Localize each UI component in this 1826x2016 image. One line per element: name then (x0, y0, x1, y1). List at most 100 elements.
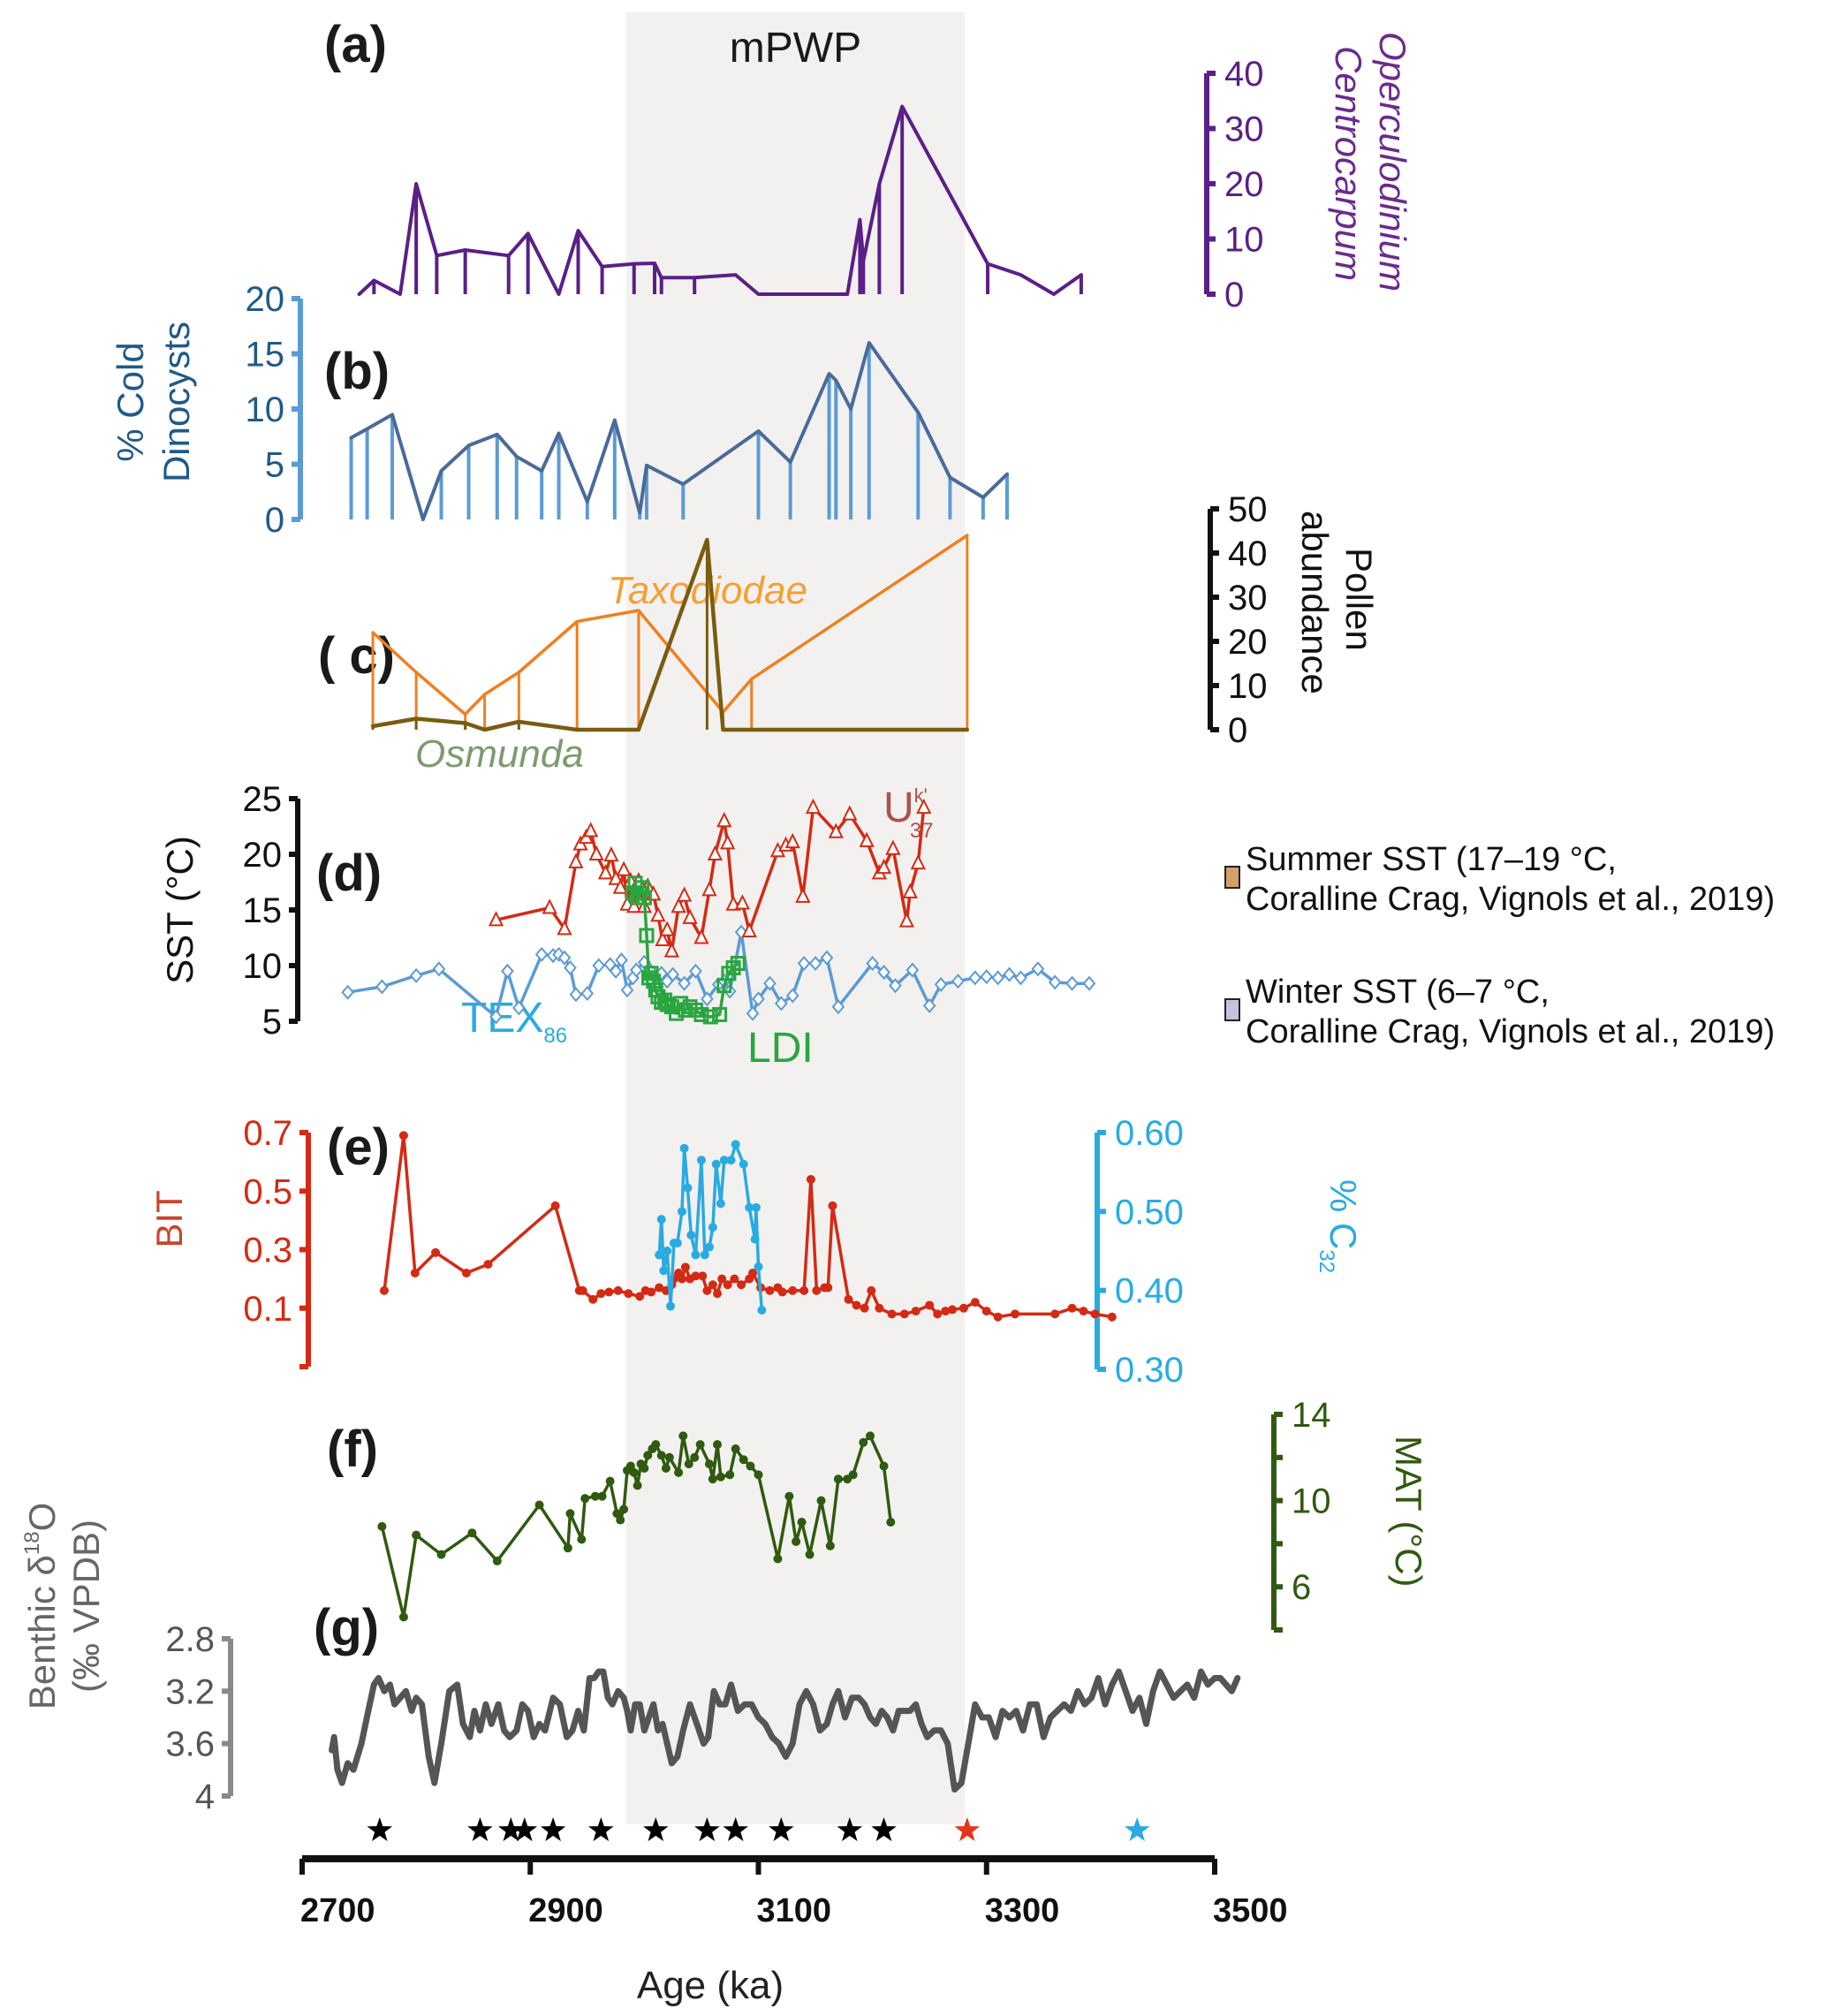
legend-winter-line2: Coralline Crag, Vignols et al., 2019) (1246, 1013, 1775, 1050)
panel-d-marker-uk37 (707, 845, 724, 860)
panel-d-marker-uk37 (716, 811, 732, 828)
panel-f-marker-mat (704, 1459, 714, 1469)
panel-d-marker-ldi (730, 955, 746, 971)
panel-d-marker-uk37 (916, 798, 932, 815)
panel-e-left-ylabel: BIT (148, 1190, 190, 1247)
panel-d-marker-uk37 (659, 921, 675, 936)
panel-f-marker-mat (708, 1474, 717, 1484)
panel-label-a: (a) (324, 16, 387, 73)
panel-f-tick-label: 6 (1292, 1568, 1311, 1607)
panel-d-marker-tex86 (341, 984, 354, 1000)
panel-e-left-tick-label: 0.1 (243, 1290, 292, 1329)
panel-d-marker-tex86 (905, 962, 920, 978)
panel-f-marker-mat (651, 1440, 661, 1450)
panel-d-marker-tex86 (557, 950, 572, 966)
panel-f-marker-mat (619, 1504, 629, 1514)
panel-e-marker-bit (483, 1260, 493, 1269)
panel-g-tick-label: 3.2 (165, 1672, 215, 1711)
panel-e-marker-bit (958, 1303, 968, 1313)
panel-d-marker-uk37 (828, 822, 844, 838)
panel-d-marker-tex86 (592, 958, 606, 974)
tex86-label-sub: 86 (543, 1024, 567, 1048)
panel-f-marker-mat (640, 1464, 649, 1473)
panel-d-marker-tex86 (630, 962, 643, 978)
panel-d-marker-tex86 (678, 975, 691, 991)
c32-label-sub: 32 (1315, 1249, 1338, 1273)
panel-e-marker-c32 (711, 1159, 721, 1169)
panel-d-marker-tex86 (889, 978, 902, 994)
panel-d-marker-ldi (639, 928, 655, 944)
panel-d-marker-tex86 (1003, 966, 1016, 982)
panel-f-marker-mat (580, 1494, 590, 1504)
panel-d-marker-uk37 (663, 942, 679, 958)
panel-f-marker-mat (859, 1437, 868, 1447)
panel-b-tick-label: 10 (246, 390, 285, 429)
panel-d-marker-uk37 (488, 911, 504, 927)
panel-d-marker-uk37 (655, 930, 671, 947)
panel-e-marker-bit (655, 1283, 664, 1292)
panel-e-marker-c32 (655, 1250, 664, 1260)
panel-f-marker-mat (661, 1464, 671, 1473)
panel-e-marker-c32 (708, 1223, 717, 1232)
panel-a-tick-label: 20 (1224, 165, 1264, 204)
legend-summer-line1: Summer SST (17–19 °C, (1246, 841, 1617, 878)
panel-e-marker-bit (748, 1269, 758, 1277)
panel-e-marker-c32 (731, 1140, 740, 1149)
panel-e-marker-bit (981, 1307, 991, 1316)
panel-d-marker-tex86 (569, 987, 583, 1003)
panel-f-marker-mat (629, 1467, 639, 1477)
age-control-star (1124, 1817, 1150, 1842)
panel-f-marker-mat (746, 1461, 755, 1471)
panel-label-d: (d) (316, 845, 382, 902)
panel-d-marker-tex86 (763, 975, 777, 991)
panel-e-marker-bit (604, 1287, 614, 1297)
panel-d-marker-uk37 (682, 908, 698, 924)
panel-e-marker-bit (702, 1285, 712, 1295)
panel-b-tick-label: 15 (246, 336, 285, 375)
panel-g-tick-label: 3.6 (165, 1725, 215, 1764)
panel-e-left-tick-label: 0.5 (243, 1172, 292, 1211)
panel-b-ylabel-line1: % Cold (110, 342, 151, 461)
panel-d-marker-tex86 (375, 979, 389, 995)
panel-e-marker-c32 (679, 1143, 689, 1153)
panel-e-marker-bit (788, 1285, 798, 1295)
panel-d-marker-tex86 (831, 999, 845, 1015)
panel-d-marker-tex86 (432, 961, 446, 977)
panel-g-ylabel-line2: (‰ VPDB) (65, 1520, 107, 1693)
age-control-star (954, 1817, 981, 1842)
panel-c-tick-label: 20 (1228, 623, 1268, 662)
panel-d-marker-uk37 (898, 912, 914, 928)
panel-a-line (357, 104, 1083, 296)
panel-e-marker-bit (698, 1271, 708, 1281)
panel-d-marker-tex86 (1031, 961, 1045, 977)
age-control-star (588, 1817, 614, 1842)
panel-e-marker-c32 (683, 1183, 693, 1193)
panel-b-tick-label: 20 (246, 280, 285, 319)
panel-d-marker-uk37 (902, 883, 918, 898)
panel-f-marker-mat (597, 1491, 607, 1501)
panel-f-marker-mat (590, 1491, 600, 1501)
panel-f-ylabel: MAT (°C) (1388, 1436, 1429, 1588)
panel-c-tick-label: 30 (1228, 579, 1268, 618)
panel-c-tick-label: 0 (1228, 711, 1247, 750)
panel-d-marker-tex86 (564, 959, 577, 976)
age-control-star (871, 1817, 897, 1842)
panel-f-marker-mat (643, 1451, 653, 1460)
panel-f-marker-mat (684, 1459, 693, 1469)
age-control-star (367, 1817, 393, 1842)
panel-e-marker-bit (461, 1269, 471, 1277)
panel-f-marker-mat (713, 1440, 723, 1450)
panel-e-left-tick-label: 0.3 (243, 1232, 292, 1270)
panel-c-ylabel-line1: Pollen (1338, 548, 1380, 651)
plot-marks: 0 10 20 30 40 0 5 10 15 20 0 10 20 30 40 50 5 10 15 20 25 0.1… (165, 55, 1330, 1929)
panel-d-marker-uk37 (720, 834, 736, 850)
panel-f-marker-mat (656, 1451, 666, 1460)
panel-f-marker-mat (674, 1467, 684, 1477)
panel-e-marker-bit (911, 1307, 921, 1316)
panel-f-marker-mat (690, 1452, 700, 1462)
panel-f-marker-mat (805, 1550, 815, 1559)
uk37-label-main: U (883, 784, 914, 831)
panel-d-tick-label: 15 (243, 891, 283, 930)
panel-e-marker-bit (379, 1285, 389, 1295)
